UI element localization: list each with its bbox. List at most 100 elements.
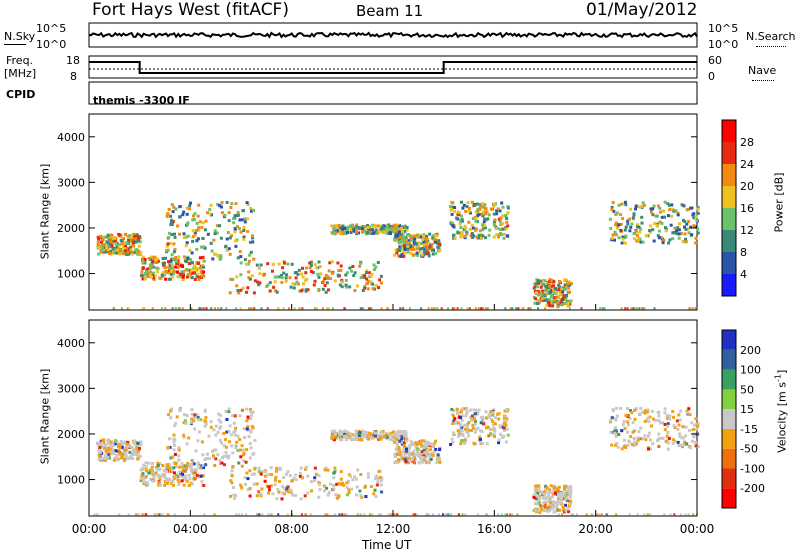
velocity-panel-cell (504, 419, 508, 422)
power-panel-cell (97, 237, 101, 241)
velocity-panel-cell (479, 442, 483, 446)
velocity-panel-ground-cell (649, 513, 651, 516)
velocity-panel-cell (537, 487, 541, 491)
velocity-panel-cell (269, 484, 273, 488)
velocity-panel-cell (643, 434, 647, 438)
power-panel-cell (220, 211, 224, 215)
velocity-panel-cell (402, 459, 406, 463)
power-panel-ground-cell (568, 307, 571, 310)
velocity-panel-cell (632, 444, 636, 448)
xaxis-title: Time UT (362, 538, 412, 552)
power-panel-cell (564, 297, 568, 301)
power-panel-cell (192, 214, 195, 218)
velocity-panel-cell (107, 449, 111, 453)
power-panel-cell (313, 279, 317, 283)
power-panel-cell (309, 260, 313, 264)
freq-tick-bottom: 8 (70, 70, 77, 83)
velocity-panel-cell (257, 470, 261, 474)
power-panel-cell (192, 266, 196, 270)
velocity-panel-cell (156, 461, 160, 465)
power-panel-cell (308, 266, 312, 270)
velocity-panel-cell (397, 458, 401, 462)
power-panel-cell (297, 268, 301, 272)
power-panel-cell (633, 232, 637, 236)
power-panel-cell (193, 264, 196, 268)
power-panel-cell (375, 284, 378, 288)
velocity-panel-cell (613, 431, 617, 435)
velocity-panel-ground-cell (118, 513, 121, 516)
velocity-panel-cell (404, 459, 408, 463)
power-panel-cell (401, 230, 404, 233)
power-panel-cell (559, 303, 563, 307)
velocity-panel-cell (109, 444, 113, 448)
velocity-panel-cell (193, 471, 197, 474)
power-panel-cell (213, 232, 217, 236)
power-panel-ground-cell (301, 307, 304, 310)
power-panel-cell (368, 230, 372, 234)
power-panel-cell (615, 211, 619, 215)
velocity-panel-ground-cell (445, 513, 447, 516)
power-panel-cell (149, 266, 153, 270)
velocity-panel-cell (185, 467, 188, 471)
velocity-panel-cell (372, 435, 376, 439)
power-panel-cell (425, 239, 429, 243)
power-panel-cell (236, 289, 240, 292)
velocity-panel-cell (253, 472, 256, 476)
velocity-panel-cell (230, 433, 233, 437)
velocity-panel-cell (273, 478, 277, 482)
power-panel-cell (130, 252, 134, 256)
power-panel-cell (560, 287, 564, 291)
velocity-panel-cell (532, 508, 536, 512)
velocity-panel-cell (230, 481, 234, 485)
velocity-panel-cell (504, 414, 508, 418)
power-panel-cell (173, 256, 177, 260)
power-panel-cell (501, 205, 505, 209)
power-panel-cell (280, 276, 284, 280)
velocity-panel-ground-cell (141, 513, 144, 516)
velocity-panel-cell (107, 447, 111, 451)
power-panel-cell (139, 252, 143, 256)
velocity-panel-cell (217, 418, 221, 422)
velocity-colorbar-tick-label: -15 (740, 423, 758, 436)
velocity-panel-cell (187, 436, 191, 440)
velocity-panel-cell (203, 408, 207, 412)
velocity-panel-cell (268, 488, 271, 492)
velocity-panel-cell (547, 505, 551, 509)
power-panel-cell (146, 267, 150, 271)
power-panel-cell (614, 233, 618, 237)
velocity-panel-ground-cell (378, 513, 381, 516)
power-panel-cell (151, 271, 155, 275)
velocity-panel-cell (547, 495, 551, 499)
power-panel-cell (402, 236, 406, 240)
velocity-panel-cell (615, 414, 619, 418)
power-panel-ground-cell (451, 307, 454, 310)
velocity-panel-cell (186, 462, 190, 466)
power-panel-cell (533, 285, 537, 289)
power-panel-cell (226, 231, 230, 234)
power-panel-cell (411, 238, 415, 241)
power-panel-cell (536, 289, 540, 293)
power-panel-cell (323, 284, 327, 287)
power-panel-cell (367, 271, 371, 275)
power-panel-cell (493, 218, 497, 222)
velocity-panel-cell (375, 483, 379, 487)
power-panel-cell (634, 207, 637, 211)
velocity-panel-cell (211, 449, 215, 453)
power-panel-cell (649, 224, 653, 228)
power-panel-cell (570, 282, 573, 286)
power-panel-cell (164, 277, 168, 281)
power-panel-cell (127, 238, 130, 242)
velocity-panel-ground-cell (561, 513, 564, 516)
velocity-panel-cell (377, 433, 381, 437)
power-panel-cell (324, 274, 328, 277)
velocity-panel-cell (219, 420, 223, 424)
power-panel-ground-cell (420, 307, 423, 310)
power-panel-cell (499, 216, 503, 220)
velocity-panel-cell (552, 485, 556, 489)
velocity-panel-cell (429, 443, 433, 447)
power-panel-cell (219, 236, 223, 240)
power-panel-cell (175, 262, 179, 266)
power-panel-cell (200, 245, 204, 249)
power-panel-cell (664, 226, 667, 230)
velocity-panel-cell (619, 406, 623, 410)
